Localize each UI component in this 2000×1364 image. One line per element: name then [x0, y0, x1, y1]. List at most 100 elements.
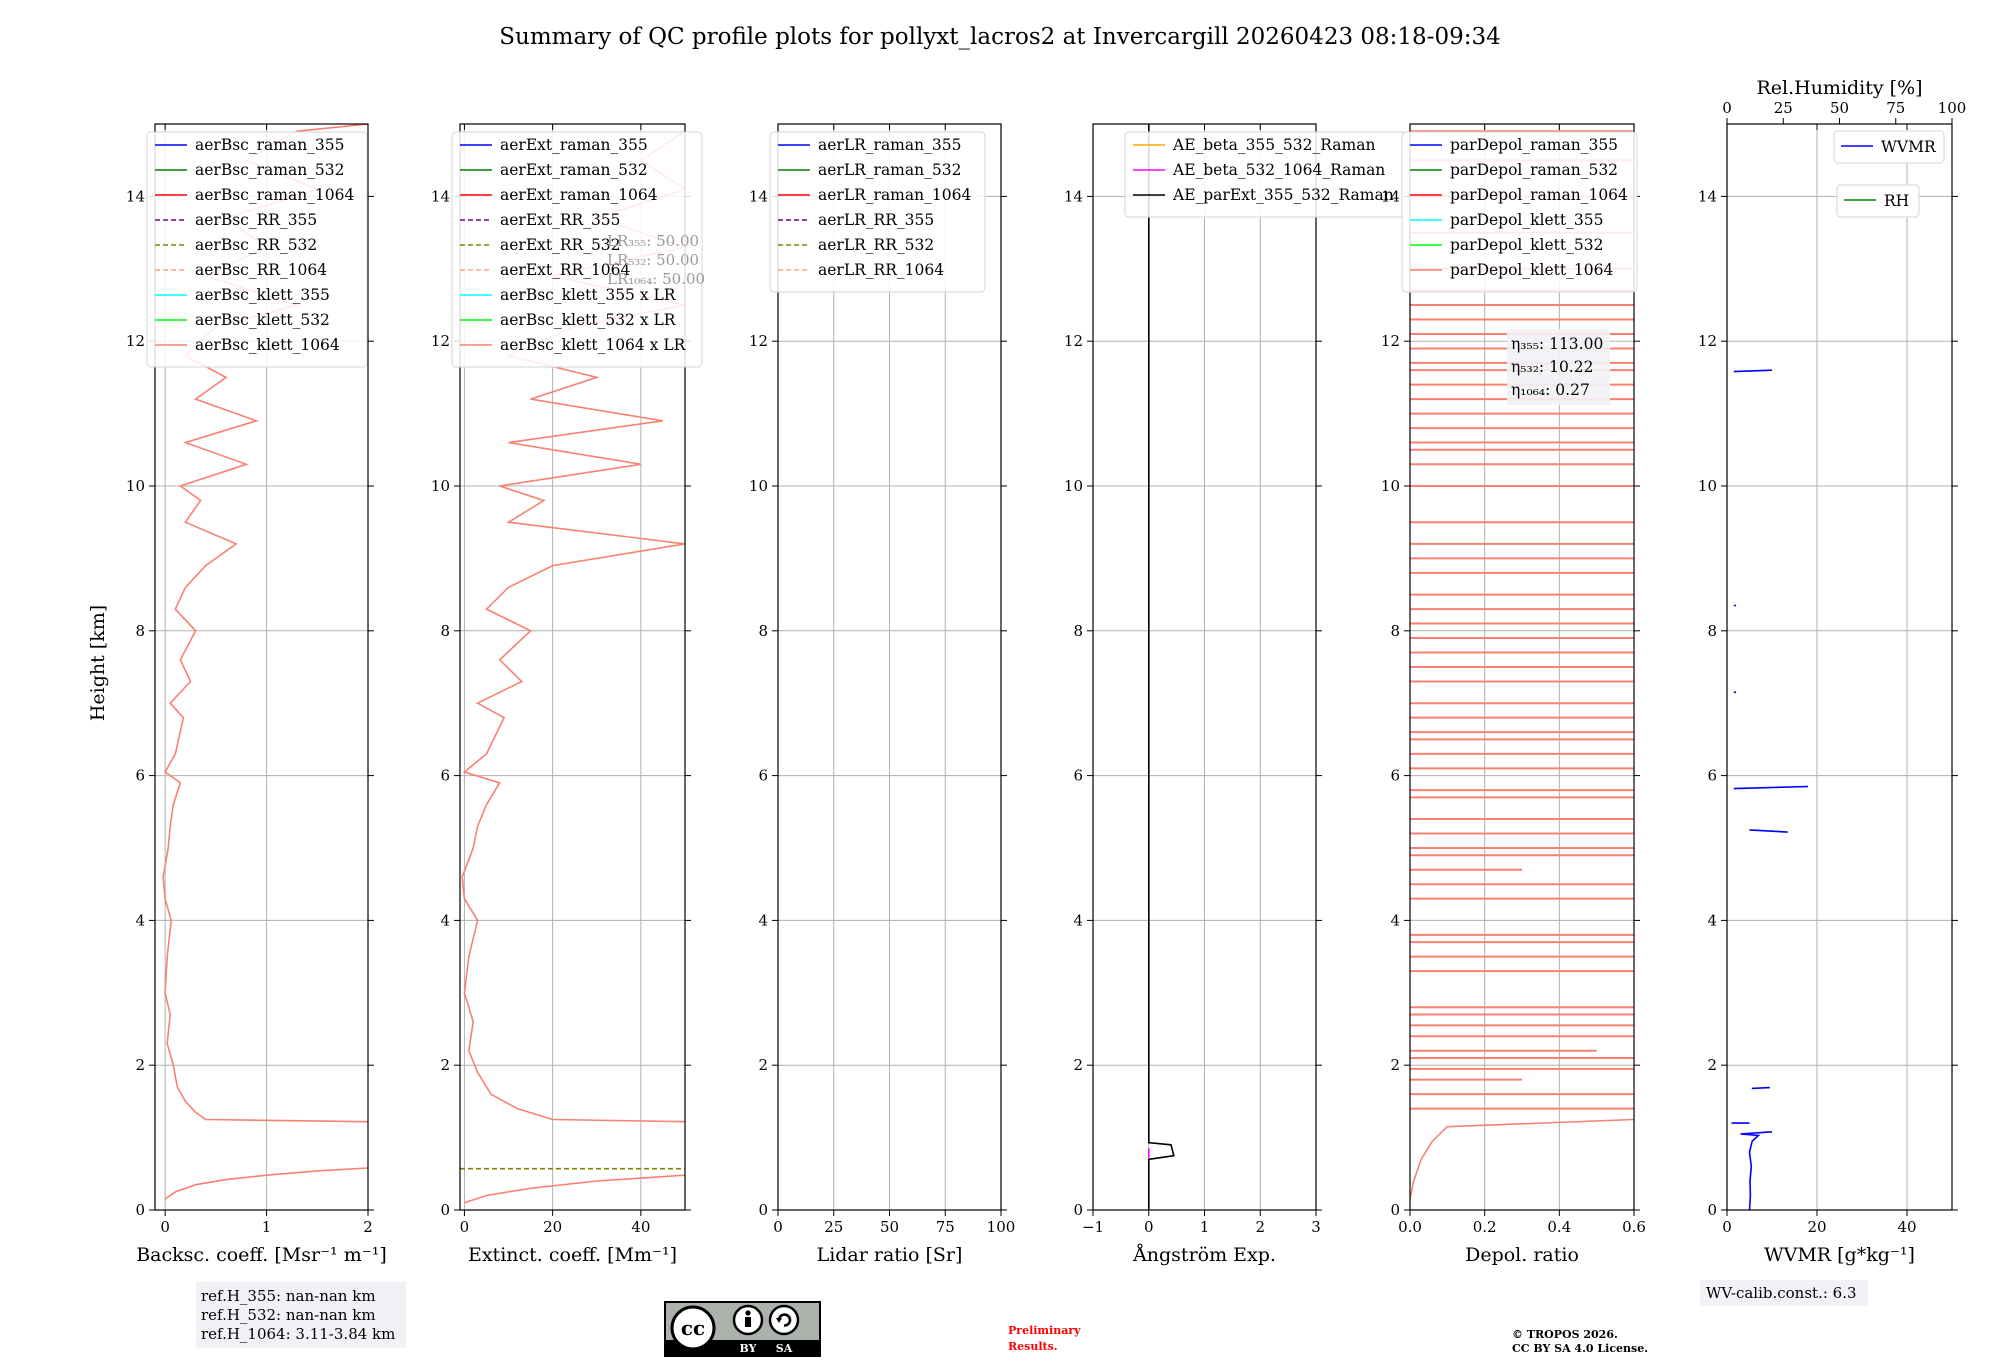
wv-calib-box: WV-calib.const.: 6.3 [1700, 1280, 1868, 1306]
y-tick-label: 0 [1073, 1201, 1083, 1219]
ref-height-355: ref.H_355: nan-nan km [201, 1287, 376, 1305]
y-tick-label: 2 [758, 1056, 768, 1074]
series-parDepol_klett_1064 [1410, 1120, 1634, 1200]
legend-entry: AE_beta_355_532_Raman [1172, 136, 1375, 154]
ref-height-1064: ref.H_1064: 3.11-3.84 km [201, 1325, 395, 1343]
x-tick-label: 1 [1200, 1218, 1210, 1236]
y-tick-label: 8 [758, 622, 768, 640]
series-group [1732, 370, 2000, 1210]
y-tick-label: 14 [431, 187, 450, 205]
legend-entry: aerBsc_raman_532 [195, 161, 345, 179]
y-tick-label: 6 [135, 767, 145, 785]
y-tick-label: 14 [126, 187, 145, 205]
legend-entry: aerBsc_klett_355 x LR [500, 286, 677, 304]
y-tick-label: 8 [1390, 622, 1400, 640]
x-tick-label: 0 [1722, 1218, 1732, 1236]
y-tick-label: 10 [1064, 477, 1083, 495]
cc-sa-text: SA [776, 1342, 793, 1355]
legend-entry: aerExt_raman_532 [500, 161, 648, 179]
x-axis-label: Extinct. coeff. [Mm⁻¹] [468, 1244, 677, 1266]
y-tick-label: 0 [135, 1201, 145, 1219]
eta-label: η₃₅₅: 113.00 [1511, 335, 1603, 353]
eta-label: η₁₀₆₄: 0.27 [1511, 381, 1590, 399]
legend-entry: parDepol_raman_1064 [1450, 186, 1628, 204]
y-tick-label: 4 [1073, 911, 1083, 929]
y-tick-label: 10 [1381, 477, 1400, 495]
x-tick-label: −1 [1082, 1218, 1104, 1236]
y-tick-label: 8 [135, 622, 145, 640]
copyright-line1: © TROPOS 2026. [1512, 1328, 1618, 1341]
y-tick-label: 10 [749, 477, 768, 495]
y-tick-label: 12 [749, 332, 768, 350]
legend-entry: parDepol_raman_532 [1450, 161, 1618, 179]
y-tick-label: 0 [440, 1201, 450, 1219]
legend-entry: aerBsc_RR_1064 [195, 261, 327, 279]
y-tick-label: 4 [1390, 911, 1400, 929]
x-tick-label: 25 [824, 1218, 843, 1236]
y-tick-label: 2 [135, 1056, 145, 1074]
legend-entry: RH [1884, 192, 1909, 210]
legend-entry: AE_parExt_355_532_Raman [1172, 186, 1394, 204]
legend-wvmr: WVMR [1834, 131, 1944, 163]
preliminary-line1: Preliminary [1008, 1324, 1081, 1337]
legend-entry: aerBsc_klett_1064 [195, 336, 340, 354]
figure-title: Summary of QC profile plots for pollyxt_… [499, 24, 1500, 50]
y-tick-label: 12 [1698, 332, 1717, 350]
x-tick-label: 0 [460, 1218, 470, 1236]
top-x-tick-label: 100 [1938, 99, 1967, 117]
legend-entry: aerExt_raman_1064 [500, 186, 658, 204]
y-tick-label: 14 [1381, 187, 1400, 205]
x-tick-label: 0 [773, 1218, 783, 1236]
y-tick-label: 4 [440, 911, 450, 929]
ref-height-532: ref.H_532: nan-nan km [201, 1306, 376, 1324]
y-tick-label: 0 [1390, 1201, 1400, 1219]
y-tick-label: 12 [431, 332, 450, 350]
y-tick-label: 4 [135, 911, 145, 929]
ref-height-box: ref.H_355: nan-nan km ref.H_532: nan-nan… [196, 1282, 406, 1348]
x-axis-label: WVMR [g*kg⁻¹] [1764, 1244, 1915, 1266]
y-tick-label: 2 [1707, 1056, 1717, 1074]
cc-by-sa-logo: cc BY SA [665, 1302, 820, 1356]
legend-entry: aerBsc_klett_1064 x LR [500, 336, 687, 354]
lr-label: LR₅₃₂: 50.00 [607, 251, 699, 269]
lr-label: LR₃₅₅: 50.00 [607, 232, 699, 250]
series-WVMR [1732, 370, 1809, 1210]
legend-lr: aerLR_raman_355aerLR_raman_532aerLR_rama… [770, 132, 985, 292]
y-axis-label: Height [km] [87, 605, 109, 721]
legend-bsc: aerBsc_raman_355aerBsc_raman_532aerBsc_r… [147, 132, 367, 367]
legend-entry: aerBsc_klett_532 [195, 311, 330, 329]
y-tick-label: 12 [126, 332, 145, 350]
legend-entry: aerBsc_RR_355 [195, 211, 317, 229]
x-axis-label: Ångström Exp. [1132, 1244, 1276, 1266]
top-x-axis-label: Rel.Humidity [%] [1756, 77, 1922, 99]
y-tick-label: 2 [1390, 1056, 1400, 1074]
cc-by-text: BY [740, 1342, 757, 1355]
copyright-line2: CC BY SA 4.0 License. [1512, 1342, 1648, 1355]
x-axis-label: Lidar ratio [Sr] [817, 1244, 963, 1266]
y-tick-label: 10 [1698, 477, 1717, 495]
y-tick-label: 8 [1073, 622, 1083, 640]
legend-entry: parDepol_raman_355 [1450, 136, 1618, 154]
series-AE_parExt_355_532_Raman [1149, 124, 1174, 1210]
y-tick-label: 14 [1698, 187, 1717, 205]
x-tick-label: 0.6 [1622, 1218, 1646, 1236]
y-tick-label: 0 [758, 1201, 768, 1219]
x-tick-label: 0 [160, 1218, 170, 1236]
legend-entry: aerBsc_klett_532 x LR [500, 311, 677, 329]
series-group [1149, 124, 1174, 1210]
x-tick-label: 75 [936, 1218, 955, 1236]
x-tick-label: 40 [631, 1218, 650, 1236]
y-tick-label: 0 [1707, 1201, 1717, 1219]
legend-entry: parDepol_klett_532 [1450, 236, 1603, 254]
y-tick-label: 6 [758, 767, 768, 785]
x-tick-label: 3 [1311, 1218, 1321, 1236]
y-tick-label: 2 [1073, 1056, 1083, 1074]
axes-frame [1727, 124, 1952, 1210]
y-tick-label: 8 [1707, 622, 1717, 640]
x-tick-label: 0.4 [1547, 1218, 1571, 1236]
